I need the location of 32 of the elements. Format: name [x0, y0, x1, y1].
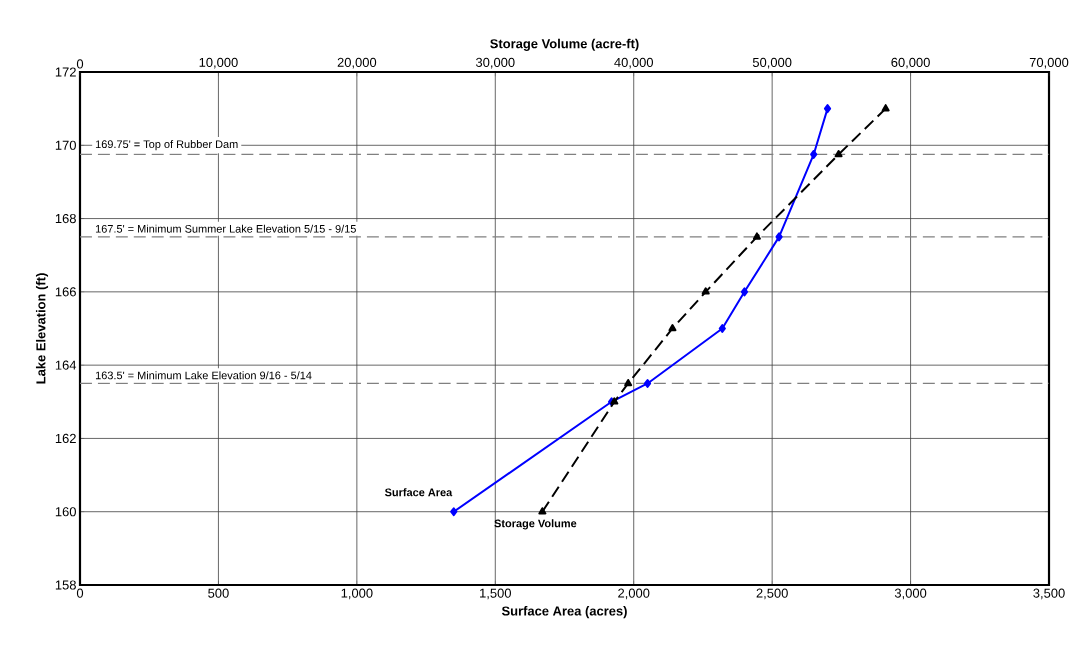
x-tick-label: 1,000 [341, 588, 373, 600]
ref-line-label: 163.5' = Minimum Lake Elevation 9/16 - 5/14 [95, 371, 312, 380]
series-label: Surface Area [384, 488, 453, 497]
y-tick-label: 168 [55, 213, 76, 224]
x-tick-label: 0 [76, 588, 84, 598]
x2-tick-label: 70,000 [1029, 57, 1069, 69]
x2-tick-label: 30,000 [475, 57, 515, 69]
x-tick-label: 500 [208, 588, 229, 598]
y-tick-label: 172 [55, 67, 76, 77]
y-tick-label: 164 [55, 360, 77, 370]
x2-tick-label: 60,000 [891, 57, 930, 69]
series-label: Storage Volume [494, 519, 577, 530]
ref-line-label: 169.75' = Top of Rubber Dam [95, 140, 238, 151]
y-tick-label: 166 [55, 287, 76, 297]
y-tick-label: 160 [55, 507, 76, 517]
x-tick-label: 3,000 [894, 588, 927, 600]
x-axis-title: Surface Area (acres) [501, 606, 627, 619]
x-tick-label: 1,500 [480, 588, 511, 600]
x2-tick-label: 10,000 [199, 57, 238, 69]
x2-axis-title: Storage Volume (acre-ft) [490, 38, 639, 51]
x2-tick-label: 20,000 [337, 57, 377, 69]
x-tick-label: 2,500 [756, 588, 788, 600]
x2-tick-label: 50,000 [752, 57, 792, 69]
y-tick-label: 158 [55, 580, 76, 590]
x-tick-label: 2,000 [618, 588, 650, 600]
y-axis-title: Lake Elevation (ft) [35, 273, 49, 384]
y-tick-label: 162 [55, 433, 76, 444]
x-tick-label: 3,500 [1033, 588, 1065, 600]
x2-tick-label: 0 [76, 59, 84, 69]
ref-line-label: 167.5' = Minimum Summer Lake Elevation 5/15 - 9/15 [95, 224, 356, 233]
y-tick-label: 170 [55, 140, 76, 150]
x2-tick-label: 40,000 [614, 57, 654, 69]
